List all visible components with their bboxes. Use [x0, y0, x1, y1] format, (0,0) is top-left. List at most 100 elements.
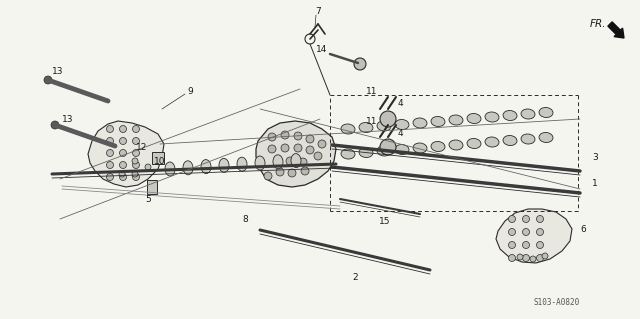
Ellipse shape: [341, 149, 355, 159]
Ellipse shape: [377, 121, 391, 131]
Circle shape: [132, 171, 138, 177]
Circle shape: [264, 172, 272, 180]
Circle shape: [281, 131, 289, 139]
Ellipse shape: [467, 138, 481, 149]
Circle shape: [294, 144, 302, 152]
Text: 5: 5: [145, 195, 151, 204]
Text: 7: 7: [315, 6, 321, 16]
Text: 14: 14: [316, 44, 328, 54]
Ellipse shape: [201, 160, 211, 174]
Ellipse shape: [467, 114, 481, 123]
Circle shape: [509, 241, 515, 249]
Circle shape: [522, 255, 529, 262]
Circle shape: [542, 253, 548, 259]
Circle shape: [306, 146, 314, 154]
Circle shape: [106, 125, 113, 132]
Ellipse shape: [183, 161, 193, 175]
Ellipse shape: [359, 122, 373, 132]
Circle shape: [522, 228, 529, 235]
Ellipse shape: [539, 108, 553, 117]
Text: 3: 3: [592, 152, 598, 161]
Circle shape: [120, 125, 127, 132]
Circle shape: [106, 174, 113, 181]
Polygon shape: [88, 121, 164, 187]
Circle shape: [536, 216, 543, 222]
Circle shape: [509, 228, 515, 235]
Circle shape: [299, 158, 307, 166]
Text: 11: 11: [366, 86, 378, 95]
Ellipse shape: [165, 162, 175, 176]
Ellipse shape: [341, 124, 355, 134]
Circle shape: [106, 137, 113, 145]
FancyBboxPatch shape: [147, 180, 157, 194]
Ellipse shape: [449, 140, 463, 150]
Text: 15: 15: [380, 217, 391, 226]
Ellipse shape: [449, 115, 463, 125]
Ellipse shape: [503, 136, 517, 145]
Ellipse shape: [521, 134, 535, 144]
Circle shape: [106, 161, 113, 168]
Circle shape: [132, 161, 140, 168]
Ellipse shape: [359, 147, 373, 158]
Circle shape: [120, 137, 127, 145]
Circle shape: [380, 111, 396, 127]
Circle shape: [306, 135, 314, 143]
Ellipse shape: [413, 118, 427, 128]
Circle shape: [288, 169, 296, 177]
Circle shape: [268, 133, 276, 141]
Ellipse shape: [273, 155, 283, 169]
Text: 13: 13: [52, 66, 64, 76]
Circle shape: [530, 256, 536, 262]
Circle shape: [119, 171, 125, 177]
Text: 8: 8: [242, 214, 248, 224]
Ellipse shape: [539, 132, 553, 143]
Text: 1: 1: [592, 180, 598, 189]
Ellipse shape: [219, 159, 229, 172]
Circle shape: [274, 157, 282, 165]
Ellipse shape: [237, 157, 247, 171]
Ellipse shape: [395, 145, 409, 154]
Circle shape: [132, 125, 140, 132]
Text: FR.: FR.: [590, 19, 607, 29]
Circle shape: [51, 121, 59, 129]
Circle shape: [276, 168, 284, 176]
Text: S103-A0820: S103-A0820: [534, 298, 580, 307]
Circle shape: [522, 216, 529, 222]
Circle shape: [120, 150, 127, 157]
Text: 11: 11: [366, 117, 378, 127]
Circle shape: [318, 140, 326, 148]
Circle shape: [536, 228, 543, 235]
Circle shape: [132, 137, 140, 145]
Ellipse shape: [521, 109, 535, 119]
Ellipse shape: [485, 112, 499, 122]
Text: 9: 9: [187, 86, 193, 95]
Ellipse shape: [377, 146, 391, 156]
Circle shape: [517, 254, 523, 260]
Ellipse shape: [485, 137, 499, 147]
Circle shape: [536, 255, 543, 262]
Circle shape: [286, 157, 294, 165]
Ellipse shape: [431, 116, 445, 127]
Circle shape: [354, 58, 366, 70]
Circle shape: [522, 241, 529, 249]
Text: 10: 10: [154, 157, 166, 166]
Text: 12: 12: [136, 143, 148, 152]
Circle shape: [294, 132, 302, 140]
Ellipse shape: [431, 142, 445, 152]
Circle shape: [120, 161, 127, 168]
Circle shape: [509, 216, 515, 222]
Circle shape: [268, 145, 276, 153]
Circle shape: [132, 174, 140, 181]
Circle shape: [132, 158, 138, 164]
Text: 4: 4: [397, 100, 403, 108]
Ellipse shape: [291, 154, 301, 167]
Text: 2: 2: [352, 272, 358, 281]
Circle shape: [106, 150, 113, 157]
Circle shape: [281, 144, 289, 152]
Ellipse shape: [255, 156, 265, 170]
Ellipse shape: [395, 120, 409, 130]
Circle shape: [536, 241, 543, 249]
Circle shape: [314, 152, 322, 160]
Circle shape: [301, 167, 309, 175]
Text: 13: 13: [62, 115, 74, 123]
